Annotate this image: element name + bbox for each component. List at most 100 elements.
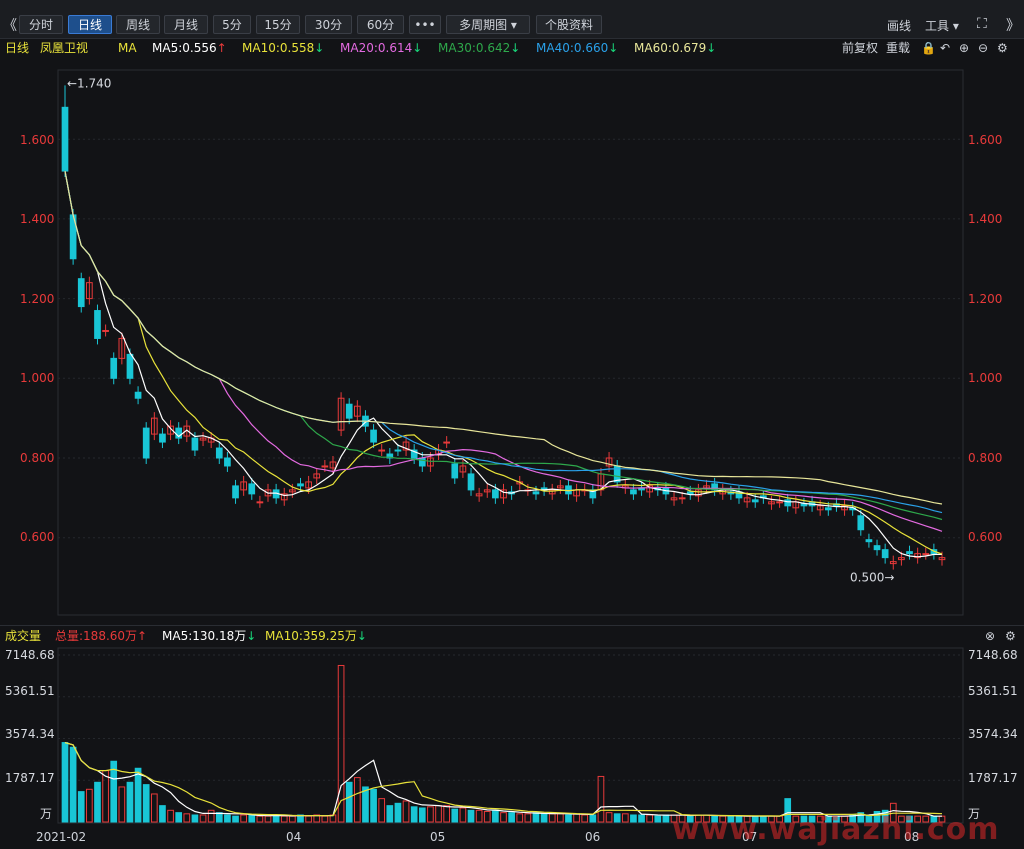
zoom-in-icon[interactable]: ⊕ [959,41,970,55]
candle-body [483,489,491,493]
candle-body [77,278,85,308]
volume-bar [816,815,824,823]
more-button[interactable]: ••• [409,15,441,34]
volume-axis-label-right: 7148.68 [968,648,1018,662]
volume-bar [849,814,857,823]
volume-bar [289,815,296,823]
candle-body [922,553,930,556]
volume-bar [711,815,718,823]
ma5-value: MA5:0.556↑ [152,41,227,55]
tab-daily[interactable]: 日线 [68,15,112,34]
volume-bar [589,814,597,823]
volume-bar [305,815,312,823]
volume-bar [492,809,499,823]
candle-body [248,483,256,495]
tab-fenshi[interactable]: 分时 [19,15,63,34]
volume-bar [248,814,256,823]
tab-60min[interactable]: 60分 [357,15,404,34]
ma20-value: MA20:0.614↓ [340,41,423,55]
volume-ma10: MA10:359.25万↓ [265,629,367,643]
volume-bar [654,815,662,823]
candle-body [678,497,686,500]
tab-5min[interactable]: 5分 [213,15,251,34]
ma-label: MA [118,41,137,55]
tab-monthly[interactable]: 月线 [164,15,208,34]
candle-body [313,473,321,479]
candle-body [86,282,93,300]
settings-icon[interactable]: ⚙ [997,41,1008,55]
candle-body [215,447,223,459]
close-volume-icon[interactable]: ⊗ [985,629,996,643]
ma40-line [64,170,943,514]
volume-bar [906,815,913,823]
expand-icon[interactable]: ⛶ [977,16,987,32]
candle-body [743,497,751,503]
price-axis-label-left: 0.600 [20,530,55,544]
volume-bar [240,814,247,823]
candle-body [224,457,231,467]
volume-axis-label-left: 7148.68 [5,648,55,662]
candle-body [110,357,118,379]
volume-ma10-line [64,742,943,817]
volume-bar [215,812,223,823]
volume-bar [175,812,183,823]
candle-body [459,465,467,473]
candle-body [199,437,207,441]
volume-bar [475,809,483,823]
tab-weekly[interactable]: 周线 [116,15,160,34]
fuquan-button[interactable]: 前复权 [842,41,879,55]
volume-bar [264,815,272,823]
volume-legend-bar: 成交量 总量:188.60万↑ MA5:130.18万↓ MA10:359.25… [0,625,1024,646]
nav-left-icon[interactable]: 《 [3,18,17,34]
reload-button[interactable]: 重载 [886,41,911,55]
undo-icon[interactable]: ↶ [940,41,951,55]
volume-bar [394,802,402,823]
volume-total: 总量:188.60万↑ [55,629,148,643]
candle-body [418,457,426,467]
volume-bar [280,815,288,823]
candle-body [906,551,913,555]
volume-bar [857,812,865,823]
volume-bar [808,815,816,823]
tab-30min[interactable]: 30分 [305,15,352,34]
candle-body [443,441,450,444]
zoom-out-icon[interactable]: ⊖ [978,41,989,55]
tools-menu[interactable]: 工具 ▾ [925,19,959,33]
tab-15min[interactable]: 15分 [256,15,300,34]
volume-bar [337,664,345,823]
ma30-value: MA30:0.642↓ [438,41,521,55]
volume-bar [427,806,434,823]
lock-icon[interactable]: 🔒 [921,41,936,55]
volume-bar [451,808,459,823]
volume-axis-label-right: 3574.34 [968,727,1018,741]
candle-body [337,397,345,431]
volume-settings-icon[interactable]: ⚙ [1005,629,1016,643]
volume-bar [61,742,69,823]
volume-bar [362,786,369,823]
volume-bar [483,810,491,823]
nav-right-icon[interactable]: 》 [1006,18,1020,34]
volume-bar [565,814,572,823]
price-axis-label-right: 1.000 [968,371,1003,385]
candle-body [240,481,247,491]
volume-ma5-line [64,742,942,817]
stock-info-button[interactable]: 个股资料 [536,15,602,34]
volume-bar [638,814,645,823]
candle-body [394,449,402,452]
candle-body [873,545,881,551]
candle-body [118,337,126,359]
price-axis-label-left: 1.200 [20,292,55,306]
volume-bar [110,760,118,823]
volume-bar [207,809,215,823]
volume-bar [199,814,207,823]
stock-name: 凤凰卫视 [40,41,89,55]
draw-line-button[interactable]: 画线 [887,19,912,33]
volume-bar [459,807,467,823]
ma5-line [64,170,942,558]
price-axis-label-left: 1.600 [20,133,55,147]
price-axis-label-right: 1.200 [968,292,1003,306]
candle-body [557,485,564,489]
x-axis-label: 06 [585,830,601,844]
multi-period-menu[interactable]: 多周期图 ▾ [446,15,530,34]
